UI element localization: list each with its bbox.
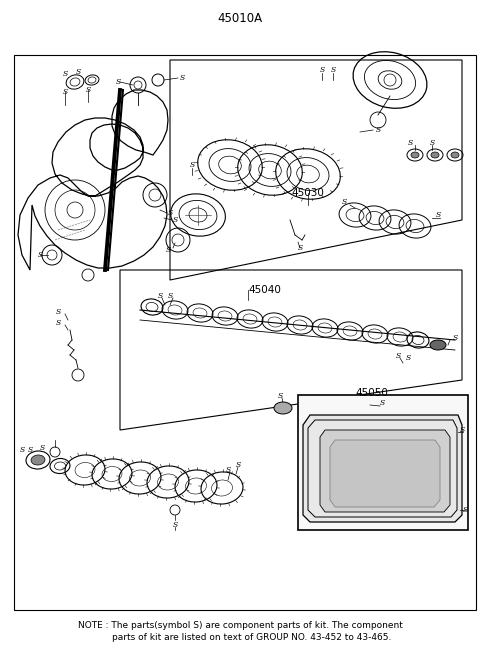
- Text: S: S: [166, 246, 170, 254]
- Text: S: S: [172, 216, 178, 224]
- Text: S: S: [37, 251, 43, 259]
- Text: S: S: [85, 86, 91, 94]
- Text: S: S: [341, 198, 347, 206]
- Text: S: S: [462, 506, 468, 514]
- Text: S: S: [375, 126, 381, 134]
- Text: S: S: [396, 352, 401, 360]
- Ellipse shape: [31, 455, 45, 465]
- Ellipse shape: [274, 402, 292, 414]
- Text: 45040: 45040: [248, 285, 281, 295]
- Text: S: S: [157, 292, 163, 300]
- Text: S: S: [190, 161, 194, 169]
- Text: S: S: [55, 319, 60, 327]
- Bar: [14, 55, 476, 610]
- Text: S: S: [408, 139, 413, 147]
- Text: S: S: [180, 74, 185, 82]
- Text: 45030: 45030: [291, 188, 324, 198]
- Ellipse shape: [411, 152, 419, 158]
- Text: S: S: [115, 78, 120, 86]
- Polygon shape: [298, 395, 468, 530]
- Text: S: S: [435, 211, 441, 219]
- Text: S: S: [235, 461, 240, 469]
- Ellipse shape: [451, 152, 459, 158]
- Text: S: S: [298, 244, 302, 252]
- Text: S: S: [406, 354, 410, 362]
- Text: S: S: [452, 334, 457, 342]
- Text: S: S: [330, 66, 336, 74]
- Text: S: S: [168, 292, 173, 300]
- Ellipse shape: [430, 340, 446, 350]
- Polygon shape: [320, 430, 450, 512]
- Text: S: S: [172, 521, 178, 529]
- Text: S: S: [75, 68, 81, 76]
- Text: S: S: [277, 392, 283, 400]
- Text: S: S: [62, 70, 68, 78]
- Text: S: S: [379, 399, 384, 407]
- Text: S: S: [27, 446, 33, 454]
- Text: S: S: [319, 66, 324, 74]
- Polygon shape: [303, 415, 462, 522]
- Text: 45050: 45050: [355, 388, 388, 398]
- Text: 45010A: 45010A: [217, 12, 263, 24]
- Text: S: S: [430, 139, 434, 147]
- Text: NOTE : The parts(symbol S) are component parts of kit. The component: NOTE : The parts(symbol S) are component…: [78, 622, 402, 631]
- Text: S: S: [55, 308, 60, 316]
- Text: S: S: [226, 466, 230, 474]
- Text: S: S: [19, 446, 24, 454]
- Text: parts of kit are listed on text of GROUP NO. 43-452 to 43-465.: parts of kit are listed on text of GROUP…: [89, 633, 391, 643]
- Text: S: S: [62, 88, 68, 96]
- Text: S: S: [39, 444, 45, 452]
- Polygon shape: [330, 440, 440, 507]
- Ellipse shape: [431, 152, 439, 158]
- Text: S: S: [168, 209, 173, 217]
- Text: S: S: [459, 426, 465, 434]
